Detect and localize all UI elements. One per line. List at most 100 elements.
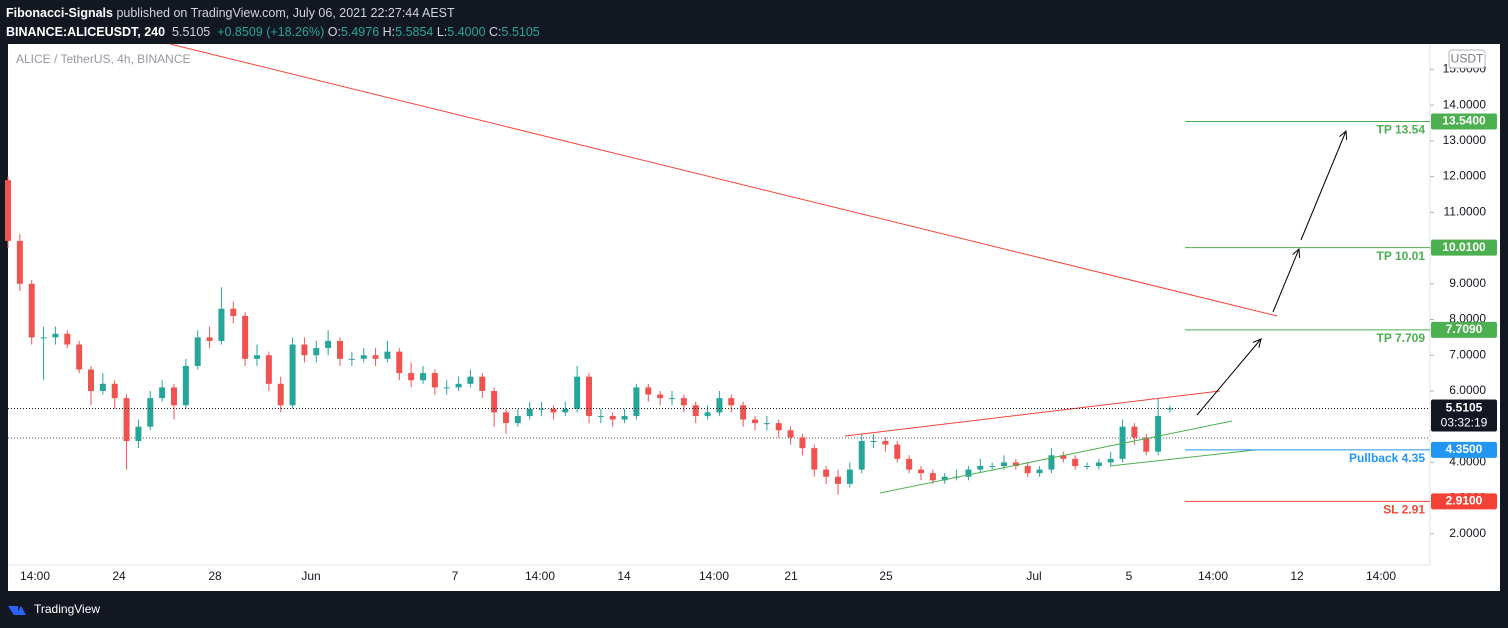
- y-tick-label: 9.0000: [1449, 276, 1486, 290]
- candle-body: [775, 423, 782, 431]
- currency-badge[interactable]: [1448, 49, 1486, 69]
- candle-body: [503, 412, 509, 424]
- candle-body: [88, 369, 94, 391]
- candle-body: [787, 430, 794, 438]
- candle-body: [337, 340, 343, 359]
- candle-body: [408, 373, 415, 381]
- candle-body: [443, 387, 450, 389]
- x-tick-label: 5: [1126, 569, 1133, 583]
- candle-body: [1012, 462, 1019, 467]
- y-tick-label: 6.0000: [1449, 383, 1486, 397]
- candle-body: [692, 405, 699, 416]
- chart-panel: [8, 44, 1500, 591]
- level-label: 13.5400: [1442, 114, 1486, 128]
- y-tick-label: 4.0000: [1449, 455, 1486, 469]
- candle-body: [431, 373, 438, 388]
- candle-body: [277, 383, 284, 406]
- x-tick-label: 28: [208, 569, 222, 583]
- candle-body: [1024, 466, 1031, 474]
- candle-body: [799, 437, 806, 449]
- candle-body: [1155, 415, 1162, 452]
- candle-body: [76, 344, 83, 370]
- change: +0.8509 (+18.26%): [217, 25, 325, 39]
- candle-body: [360, 355, 367, 359]
- level-label: 10.0100: [1442, 240, 1486, 254]
- c: 5.5105: [501, 25, 540, 39]
- level-box: [1431, 493, 1497, 510]
- candle-body: [716, 398, 723, 413]
- levels: TP 13.54 13.5400 TP 10.01 10.0100 TP 7.709 7.…: [8, 113, 1497, 517]
- level-label: 7.7090: [1446, 322, 1483, 336]
- candle-body: [1048, 455, 1055, 470]
- candle-body: [882, 440, 889, 445]
- candle-body: [609, 415, 616, 420]
- candle-body: [811, 448, 818, 470]
- brand: TradingView: [34, 602, 100, 616]
- trend-line: [844, 390, 1221, 437]
- candle-body: [680, 398, 687, 406]
- o: 5.4976: [340, 25, 380, 39]
- arrow: [1196, 339, 1261, 416]
- x-tick-label: 25: [879, 569, 893, 583]
- candle-body: [111, 383, 118, 399]
- candle-body: [858, 440, 865, 470]
- x-tick-label: 12: [1290, 569, 1304, 583]
- level-box: [1431, 239, 1497, 256]
- x-tick-label: 7: [452, 569, 459, 583]
- x-tick-label: 14:00: [1198, 569, 1228, 583]
- candle-body: [1001, 462, 1007, 467]
- candle-body: [1131, 426, 1138, 438]
- candle-body: [99, 383, 106, 391]
- level-name: TP 10.01: [1377, 249, 1426, 263]
- header: Fibonacci-Signals published on TradingVi…: [6, 4, 540, 42]
- candle-body: [396, 351, 403, 374]
- published: published on TradingView.com, July 06, 2…: [116, 6, 455, 20]
- candle-body: [846, 469, 853, 484]
- candle-body: [325, 340, 332, 349]
- candle-body: [52, 333, 59, 338]
- candle-body: [1060, 455, 1067, 459]
- candle-body: [372, 355, 379, 359]
- candle-body: [5, 180, 11, 241]
- candle-body: [491, 390, 498, 413]
- candle-body: [313, 348, 320, 356]
- candle-body: [645, 387, 652, 395]
- candle-body: [123, 398, 130, 441]
- current-box: [1431, 399, 1497, 432]
- y-tick-label: 7.0000: [1449, 347, 1486, 361]
- candle-body: [467, 376, 474, 384]
- header-line: Fibonacci-Signals published on TradingVi…: [6, 4, 540, 23]
- o-label: O:: [327, 25, 341, 39]
- currency: USDT: [1451, 52, 1484, 66]
- l-label: L:: [436, 25, 448, 39]
- candle-body: [479, 376, 486, 391]
- candle-body: [633, 387, 640, 416]
- candle-body: [965, 469, 972, 477]
- candle-body: [348, 358, 355, 360]
- candle-body: [230, 308, 237, 316]
- candle-body: [1095, 462, 1102, 467]
- candle-body: [1107, 458, 1114, 463]
- logo: [8, 606, 26, 615]
- candle-body: [384, 351, 391, 359]
- candle-body: [835, 476, 841, 484]
- candle-body: [254, 355, 260, 359]
- x-tick-label: 24: [112, 569, 126, 583]
- candle-body: [218, 308, 225, 341]
- x-tick-label: Jun: [301, 569, 320, 583]
- level-label: 2.9100: [1446, 494, 1483, 508]
- x-tick-label: 14:00: [525, 569, 555, 583]
- candle-body: [574, 376, 581, 409]
- chart-title: ALICE / TetherUS, 4h, BINANCE: [16, 52, 191, 66]
- candle-body: [147, 398, 154, 427]
- l: 5.4000: [447, 25, 486, 39]
- candle-body: [455, 383, 462, 388]
- current-label: 5.5105: [1446, 401, 1483, 415]
- y-tick-label: 14.0000: [1443, 97, 1487, 111]
- candle-body: [1084, 466, 1090, 468]
- candle-body: [420, 373, 426, 381]
- c-label: C:: [489, 25, 502, 39]
- candle-body: [752, 419, 758, 424]
- candle-body: [1143, 437, 1150, 452]
